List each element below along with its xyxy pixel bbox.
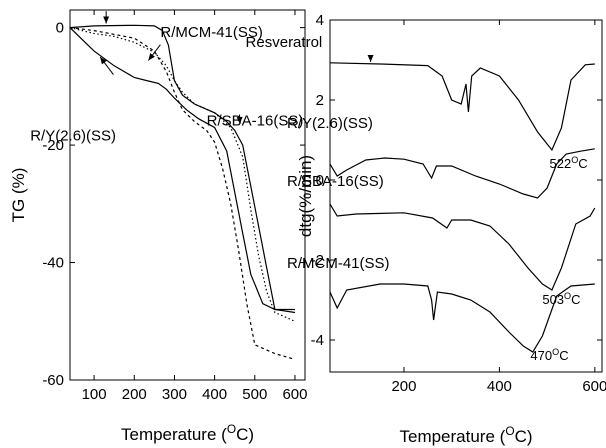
tg-chart: 100 200 300 400 500 600 0 -20 -40 -60 Temperature … (9, 9, 307, 444)
arrow-head (236, 116, 243, 124)
y-tick-label: 2 (316, 92, 324, 109)
annotation-label: R/MCM-41(SS) (160, 24, 263, 41)
annotation-label: Resveratrol (246, 34, 323, 51)
series-line (70, 27, 296, 360)
annotation-label: R/MCM-41(SS) (287, 255, 390, 272)
x-tick-label: 400 (487, 378, 512, 395)
arrow-head (100, 56, 107, 65)
annotation-label: R/SBA-16(SS) (207, 112, 304, 129)
series-line (330, 283, 595, 353)
annotation-label: 470OC (530, 347, 568, 363)
series-line (70, 27, 295, 311)
y-tick-label: 0 (56, 20, 64, 37)
series-line (330, 148, 595, 199)
x-axis-label: Temperature (OC) (399, 424, 532, 446)
series-line (330, 203, 596, 291)
y-tick-label: -40 (42, 255, 64, 272)
series-line (330, 62, 595, 152)
plot-frame (69, 9, 306, 381)
arrow-head (367, 55, 374, 62)
annotation-label: 522OC (550, 155, 588, 171)
y-tick-label: -2 (311, 252, 324, 269)
x-tick-label: 600 (282, 386, 307, 403)
y-tick-label: -60 (42, 372, 64, 389)
series-line (70, 27, 296, 322)
y-axis-label: TG (%) (9, 168, 28, 223)
series-line (70, 24, 296, 314)
y-tick-label: 0 (316, 172, 324, 189)
x-tick-label: 200 (122, 386, 147, 403)
x-tick-label: 500 (242, 386, 267, 403)
x-tick-label: 200 (391, 378, 416, 395)
y-tick-label: 4 (316, 12, 324, 29)
annotation-label: R/Y(2.6)(SS) (30, 128, 116, 145)
x-tick-label: 400 (202, 386, 227, 403)
y-tick-label: -20 (42, 137, 64, 154)
arrow-head (103, 16, 110, 24)
annotation-label: 503OC (542, 291, 580, 307)
annotation-label: R/Y(2.6)(SS) (287, 115, 373, 132)
x-tick-label: 600 (582, 378, 606, 395)
arrow-head (148, 53, 155, 61)
y-axis-label: dtg(%/min) (296, 155, 315, 237)
x-tick-label: 300 (162, 386, 187, 403)
plot-frame (329, 19, 603, 373)
x-tick-label: 100 (82, 386, 107, 403)
annotation-label: R/SBA-16(SS) (287, 173, 384, 190)
x-axis-label: Temperature (OC) (121, 422, 254, 444)
dtg-chart: 200 400 600 4 2 0 -2 -4 Temperature (OC) dtg(%/mi… (246, 12, 606, 446)
y-tick-label: -4 (311, 332, 324, 349)
